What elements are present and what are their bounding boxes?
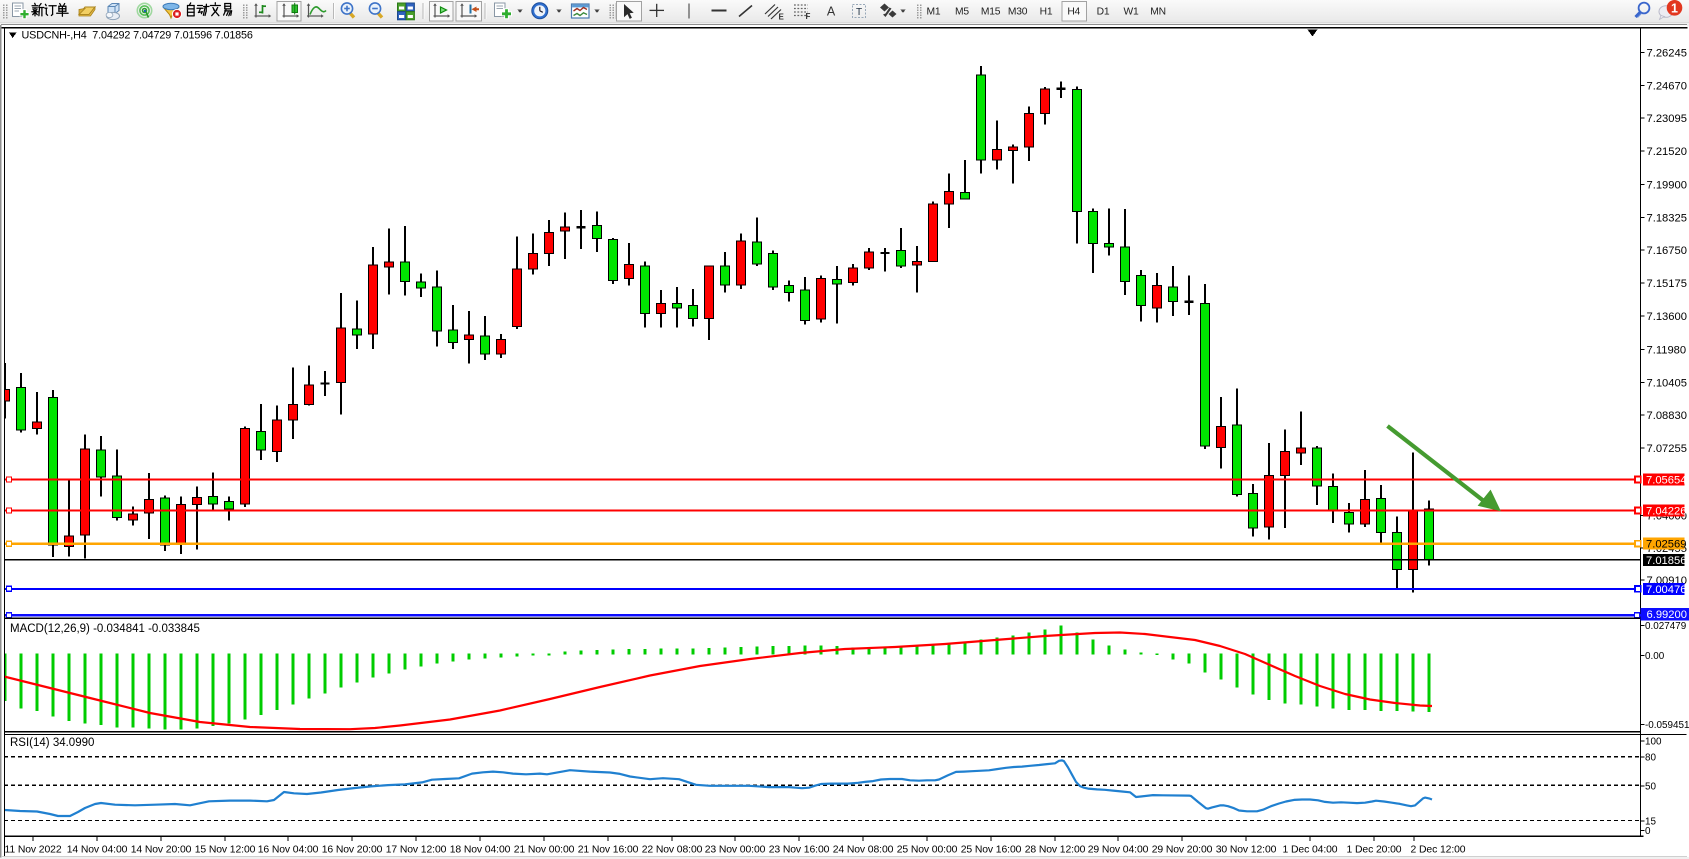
svg-text:80: 80 [1645, 753, 1656, 764]
svg-text:7.11980: 7.11980 [1647, 345, 1687, 357]
svg-text:29 Nov 20:00: 29 Nov 20:00 [1152, 845, 1213, 856]
svg-text:7.02569: 7.02569 [1646, 539, 1686, 551]
svg-text:7.24670: 7.24670 [1647, 80, 1687, 92]
svg-text:7.23095: 7.23095 [1647, 113, 1687, 125]
svg-text:15 Nov 12:00: 15 Nov 12:00 [195, 845, 256, 856]
svg-text:W1: W1 [1123, 7, 1139, 18]
svg-text:USDCNH-,H4 7.04292 7.04729 7.: USDCNH-,H4 7.04292 7.04729 7.01596 7.018… [22, 30, 253, 42]
svg-text:7.00476: 7.00476 [1646, 584, 1686, 596]
svg-text:14 Nov 04:00: 14 Nov 04:00 [67, 845, 128, 856]
svg-text:F: F [806, 12, 811, 21]
svg-text:H4: H4 [1067, 7, 1080, 18]
svg-text:7.19900: 7.19900 [1647, 180, 1687, 192]
svg-text:0: 0 [1645, 826, 1651, 837]
svg-text:11 Nov 2022: 11 Nov 2022 [4, 845, 61, 856]
svg-text:E: E [779, 13, 785, 22]
svg-text:21 Nov 00:00: 21 Nov 00:00 [514, 845, 575, 856]
svg-text:-0.059451: -0.059451 [1645, 720, 1689, 731]
svg-text:7.05654: 7.05654 [1646, 475, 1686, 487]
svg-text:7.21520: 7.21520 [1647, 146, 1687, 158]
svg-text:14 Nov 20:00: 14 Nov 20:00 [131, 845, 192, 856]
svg-text:7.13600: 7.13600 [1647, 311, 1687, 323]
svg-text:18 Nov 04:00: 18 Nov 04:00 [450, 845, 511, 856]
svg-text:7.10405: 7.10405 [1647, 377, 1687, 389]
svg-text:7.18325: 7.18325 [1647, 212, 1687, 224]
svg-text:0.027479: 0.027479 [1645, 621, 1687, 632]
svg-text:M1: M1 [927, 7, 941, 18]
svg-text:21 Nov 16:00: 21 Nov 16:00 [578, 845, 639, 856]
svg-text:30 Nov 12:00: 30 Nov 12:00 [1216, 845, 1277, 856]
svg-text:A: A [827, 4, 836, 18]
svg-text:7.04226: 7.04226 [1646, 506, 1686, 518]
svg-text:7.26245: 7.26245 [1647, 48, 1687, 60]
svg-text:H1: H1 [1040, 7, 1053, 18]
svg-text:1 Dec 04:00: 1 Dec 04:00 [1283, 845, 1338, 856]
svg-text:6.99200: 6.99200 [1647, 609, 1687, 621]
svg-text:22 Nov 08:00: 22 Nov 08:00 [642, 845, 703, 856]
svg-text:T: T [856, 7, 862, 18]
svg-text:28 Nov 12:00: 28 Nov 12:00 [1025, 845, 1086, 856]
svg-text:16 Nov 04:00: 16 Nov 04:00 [258, 845, 319, 856]
svg-text:7.16750: 7.16750 [1647, 245, 1687, 257]
svg-text:7.01856: 7.01856 [1646, 555, 1686, 567]
svg-text:29 Nov 04:00: 29 Nov 04:00 [1088, 845, 1149, 856]
svg-text:50: 50 [1645, 782, 1656, 793]
svg-text:15: 15 [1645, 817, 1656, 828]
svg-text:25 Nov 00:00: 25 Nov 00:00 [897, 845, 958, 856]
svg-text:RSI(14) 34.0990: RSI(14) 34.0990 [10, 737, 94, 749]
svg-text:7.07255: 7.07255 [1647, 443, 1687, 455]
svg-text:D1: D1 [1097, 7, 1110, 18]
svg-text:24 Nov 08:00: 24 Nov 08:00 [833, 845, 894, 856]
svg-text:100: 100 [1645, 737, 1662, 748]
svg-text:17 Nov 12:00: 17 Nov 12:00 [386, 845, 447, 856]
svg-text:MN: MN [1150, 7, 1166, 18]
svg-text:23 Nov 16:00: 23 Nov 16:00 [769, 845, 830, 856]
svg-text:23 Nov 00:00: 23 Nov 00:00 [705, 845, 766, 856]
svg-text:0.00: 0.00 [1645, 651, 1665, 662]
svg-text:M30: M30 [1008, 7, 1028, 18]
svg-text:M5: M5 [955, 7, 969, 18]
svg-text:MACD(12,26,9) -0.034841 -0.033: MACD(12,26,9) -0.034841 -0.033845 [10, 623, 200, 635]
svg-text:25 Nov 16:00: 25 Nov 16:00 [961, 845, 1022, 856]
svg-text:1: 1 [1671, 1, 1678, 15]
svg-text:16 Nov 20:00: 16 Nov 20:00 [322, 845, 383, 856]
svg-text:7.08830: 7.08830 [1647, 410, 1687, 422]
svg-text:7.15175: 7.15175 [1647, 278, 1687, 290]
svg-text:1 Dec 20:00: 1 Dec 20:00 [1347, 845, 1402, 856]
svg-text:M15: M15 [981, 7, 1001, 18]
svg-text:2 Dec 12:00: 2 Dec 12:00 [1411, 845, 1466, 856]
